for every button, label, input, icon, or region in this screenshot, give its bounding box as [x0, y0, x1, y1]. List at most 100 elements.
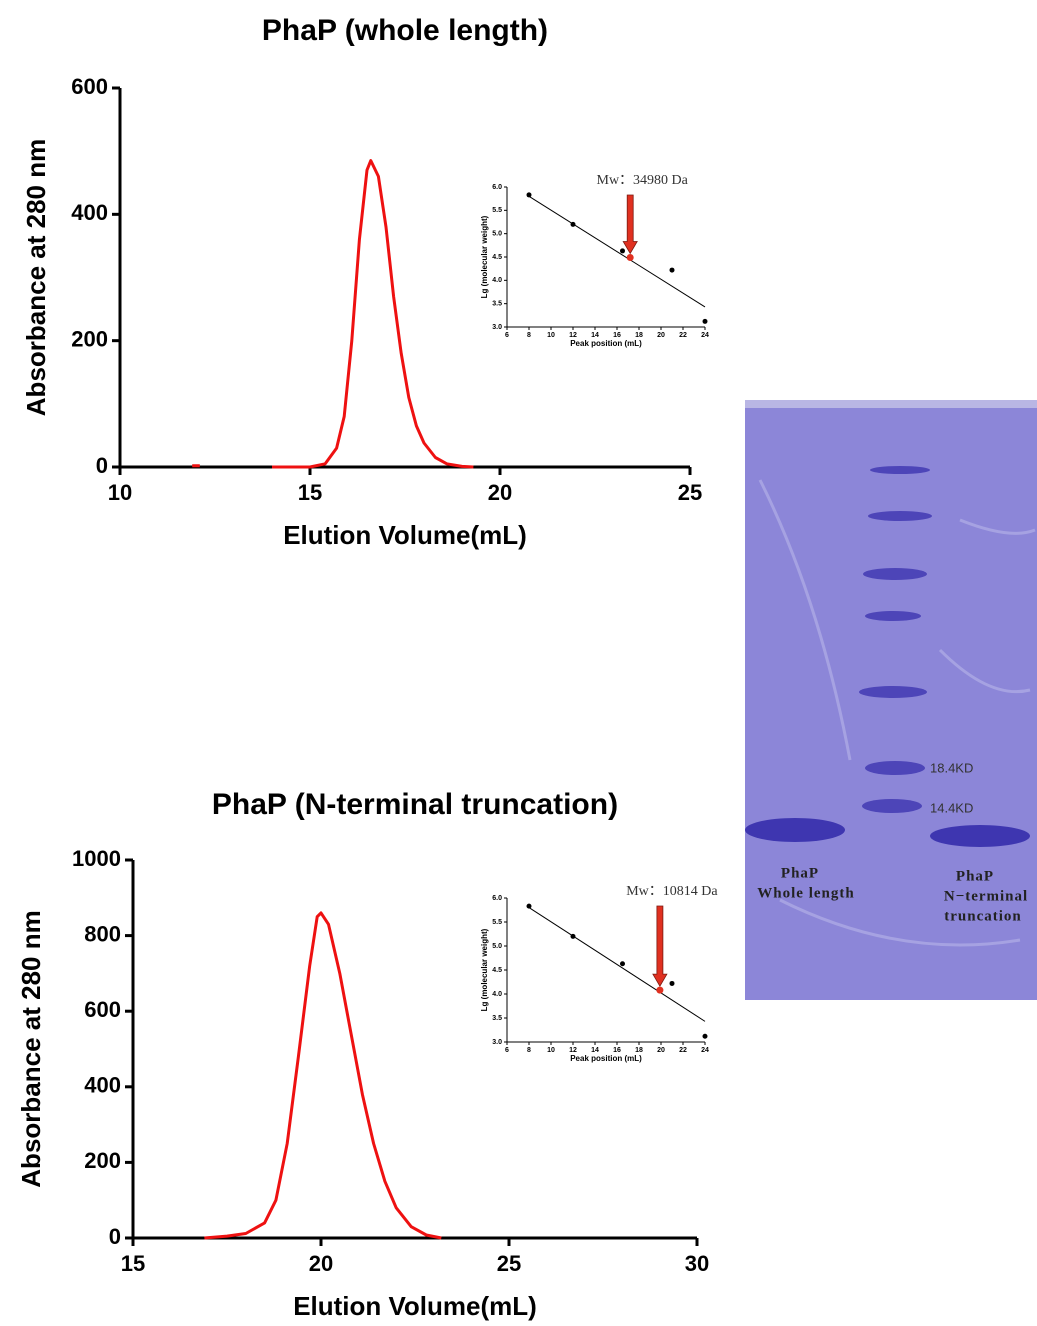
- ladder-band: [868, 511, 932, 521]
- x-tick-label: 15: [121, 1251, 145, 1276]
- y-tick-label: 4.5: [492, 967, 502, 974]
- lane-label: N−terminal: [944, 888, 1028, 904]
- x-axis-label: Elution Volume(mL): [293, 1291, 537, 1321]
- x-tick-label: 24: [701, 332, 709, 339]
- data-point: [669, 980, 675, 986]
- x-tick-label: 30: [685, 1251, 709, 1276]
- data-point: [702, 1033, 708, 1039]
- y-tick-label: 400: [84, 1073, 121, 1098]
- fit-line: [528, 195, 706, 308]
- data-line: [192, 159, 474, 469]
- y-tick-label: 3.5: [492, 1015, 502, 1022]
- sample-band: [930, 825, 1030, 847]
- inset-chart: 6 8 10 12 14 16 18 20 22 24 3.0 3.5 4.0 4.5 5.0 5.5 6.0 P…: [480, 173, 709, 348]
- data-point: [570, 221, 576, 227]
- ladder-band: [865, 611, 921, 621]
- x-tick-label: 12: [569, 332, 577, 339]
- y-tick-label: 600: [71, 74, 108, 99]
- y-axis-label: Absorbance at 280 nm: [16, 910, 46, 1187]
- ladder: [859, 466, 932, 813]
- x-tick-label: 14: [591, 1047, 599, 1054]
- x-axis-label: Peak position (mL): [570, 339, 642, 348]
- y-axis-label: Lg (molecular weight): [480, 215, 489, 298]
- gel-image: 18.4KD 14.4KD PhaP Whole length PhaP N−t…: [745, 400, 1037, 1000]
- x-tick-label: 12: [569, 1047, 577, 1054]
- gel-edge: [745, 400, 1037, 408]
- gel-streak: [758, 479, 1036, 947]
- x-axis-label: Peak position (mL): [570, 1054, 642, 1063]
- x-tick-label: 25: [497, 1251, 521, 1276]
- x-tick-label: 20: [657, 332, 665, 339]
- lane-label: PhaP: [956, 868, 994, 884]
- x-tick-label: 15: [298, 480, 322, 505]
- x-tick-label: 10: [108, 480, 132, 505]
- gel-background: [745, 400, 1037, 1000]
- x-tick-label: 22: [679, 1047, 687, 1054]
- y-tick-label: 4.0: [492, 991, 502, 998]
- data-point: [620, 248, 625, 254]
- x-tick-label: 20: [309, 1251, 333, 1276]
- lane-label: Whole length: [757, 885, 854, 901]
- annotation: Mw：10814 Da: [626, 884, 718, 899]
- x-tick-label: 20: [488, 480, 512, 505]
- y-tick-label: 800: [84, 921, 121, 946]
- y-tick-label: 5.5: [492, 919, 502, 926]
- y-tick-label: 5.0: [492, 231, 502, 238]
- chart-title: PhaP (N-terminal truncation): [212, 788, 618, 821]
- x-tick-label: 8: [527, 1047, 531, 1054]
- x-tick-label: 16: [613, 1047, 621, 1054]
- ladder-band: [863, 568, 927, 580]
- x-tick-label: 22: [679, 332, 687, 339]
- x-tick-label: 6: [505, 1047, 509, 1054]
- inset-chart: 6 8 10 12 14 16 18 20 22 24 3.0 3.5 4.0 4.5 5.0 5.5 6.0 P…: [480, 884, 718, 1063]
- y-tick-label: 0: [109, 1224, 121, 1249]
- x-tick-label: 18: [635, 332, 643, 339]
- sample-band: [745, 818, 845, 842]
- y-tick-label: 6.0: [492, 895, 502, 902]
- x-tick-label: 10: [547, 332, 555, 339]
- y-tick-label: 200: [84, 1148, 121, 1173]
- marker-label: 18.4KD: [930, 760, 973, 775]
- y-tick-label: 0: [96, 453, 108, 478]
- chart-title: PhaP (whole length): [262, 14, 548, 47]
- x-tick-label: 10: [547, 1047, 555, 1054]
- highlight-point: [656, 986, 664, 994]
- x-tick-label: 20: [657, 1047, 665, 1054]
- x-tick-label: 6: [505, 332, 509, 339]
- y-axis-label: Lg (molecular weight): [480, 928, 489, 1011]
- chart: PhaP (whole length) 10 15 20 25 0 200 400 600 Elu…: [21, 14, 702, 550]
- y-tick-label: 5.5: [492, 207, 502, 214]
- y-tick-label: 200: [71, 326, 108, 351]
- ladder-band: [862, 799, 922, 813]
- y-tick-label: 400: [71, 200, 108, 225]
- x-axis-label: Elution Volume(mL): [283, 520, 527, 550]
- marker-label: 14.4KD: [930, 800, 973, 815]
- x-tick-label: 25: [678, 480, 702, 505]
- y-tick-label: 3.0: [492, 1039, 502, 1046]
- data-point: [620, 961, 625, 967]
- y-tick-label: 600: [84, 997, 121, 1022]
- x-tick-label: 8: [527, 332, 531, 339]
- annotation: Mw：34980 Da: [597, 173, 689, 188]
- arrow: [652, 905, 668, 987]
- x-tick-label: 24: [701, 1047, 709, 1054]
- data-point: [526, 192, 532, 198]
- data-point: [526, 903, 532, 909]
- data-point: [669, 267, 675, 273]
- chart: PhaP (N-terminal truncation) 15 20 25 30 0 200…: [16, 788, 709, 1321]
- y-tick-label: 4.5: [492, 254, 502, 261]
- data-point: [702, 318, 708, 324]
- y-tick-label: 1000: [72, 846, 121, 871]
- ladder-band: [859, 686, 927, 698]
- x-tick-label: 14: [591, 332, 599, 339]
- lane-label: truncation: [944, 908, 1022, 924]
- x-tick-label: 16: [613, 332, 621, 339]
- data-point: [570, 933, 576, 939]
- y-tick-label: 5.0: [492, 943, 502, 950]
- data-line: [204, 911, 442, 1240]
- x-tick-label: 18: [635, 1047, 643, 1054]
- y-axis-label: Absorbance at 280 nm: [21, 139, 51, 416]
- lane-label: PhaP: [781, 865, 819, 881]
- y-tick-label: 3.0: [492, 324, 502, 331]
